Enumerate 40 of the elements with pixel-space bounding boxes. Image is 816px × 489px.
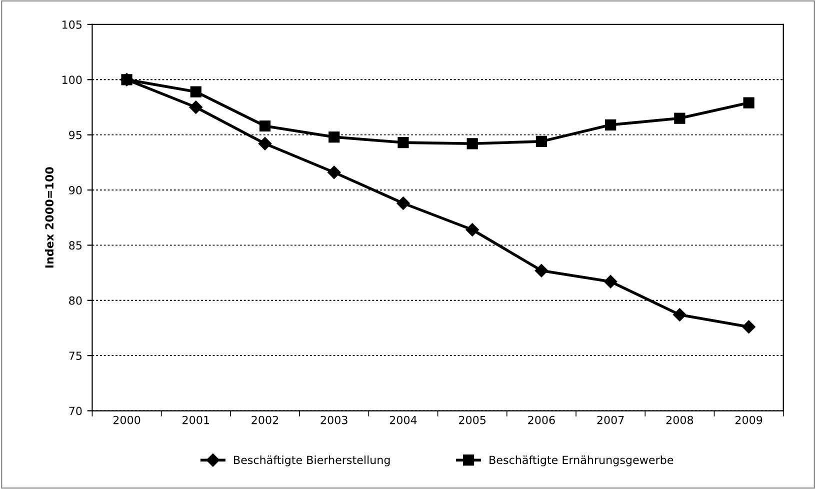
point xyxy=(398,136,409,148)
point xyxy=(328,166,341,179)
point xyxy=(466,223,479,236)
point xyxy=(190,86,202,98)
y-tick-label: 105 xyxy=(62,20,82,29)
x-tick-label: 2005 xyxy=(459,416,486,424)
x-tick-label: 2007 xyxy=(597,416,624,424)
point xyxy=(536,136,548,148)
y-tick-label: 95 xyxy=(69,130,82,140)
legend-label: Beschäftigte Ernährungsgewerbe xyxy=(490,456,674,466)
point xyxy=(121,74,132,86)
y-tick-label: 80 xyxy=(69,296,82,305)
y-tick-label: 90 xyxy=(69,186,82,194)
point xyxy=(259,120,271,132)
x-tick-label: 2004 xyxy=(390,416,417,424)
point xyxy=(466,138,478,150)
x-tick-label: 2006 xyxy=(528,416,555,424)
point xyxy=(673,308,686,322)
y-tick-label: 75 xyxy=(69,352,82,360)
point xyxy=(396,196,410,210)
y-axis-title: Index 2000=100 xyxy=(44,167,54,268)
x-tick-label: 2009 xyxy=(735,416,762,424)
y-tick-label: 100 xyxy=(62,76,82,84)
point xyxy=(258,137,272,150)
point xyxy=(605,119,616,130)
x-tick-label: 2000 xyxy=(113,416,140,424)
x-tick-label: 2002 xyxy=(252,416,278,424)
point xyxy=(189,100,202,114)
x-tick-label: 2003 xyxy=(320,416,348,424)
x-tick-label: 2001 xyxy=(182,416,209,424)
y-tick-label: 85 xyxy=(69,241,82,250)
point xyxy=(604,275,618,288)
point xyxy=(742,320,756,334)
point xyxy=(674,112,686,124)
point xyxy=(328,131,340,143)
x-tick-label: 2008 xyxy=(666,416,694,424)
point xyxy=(743,97,754,108)
point xyxy=(534,264,548,278)
y-tick-label: 70 xyxy=(69,406,82,416)
legend-label: Beschäftigte Bierherstellung xyxy=(234,456,390,466)
